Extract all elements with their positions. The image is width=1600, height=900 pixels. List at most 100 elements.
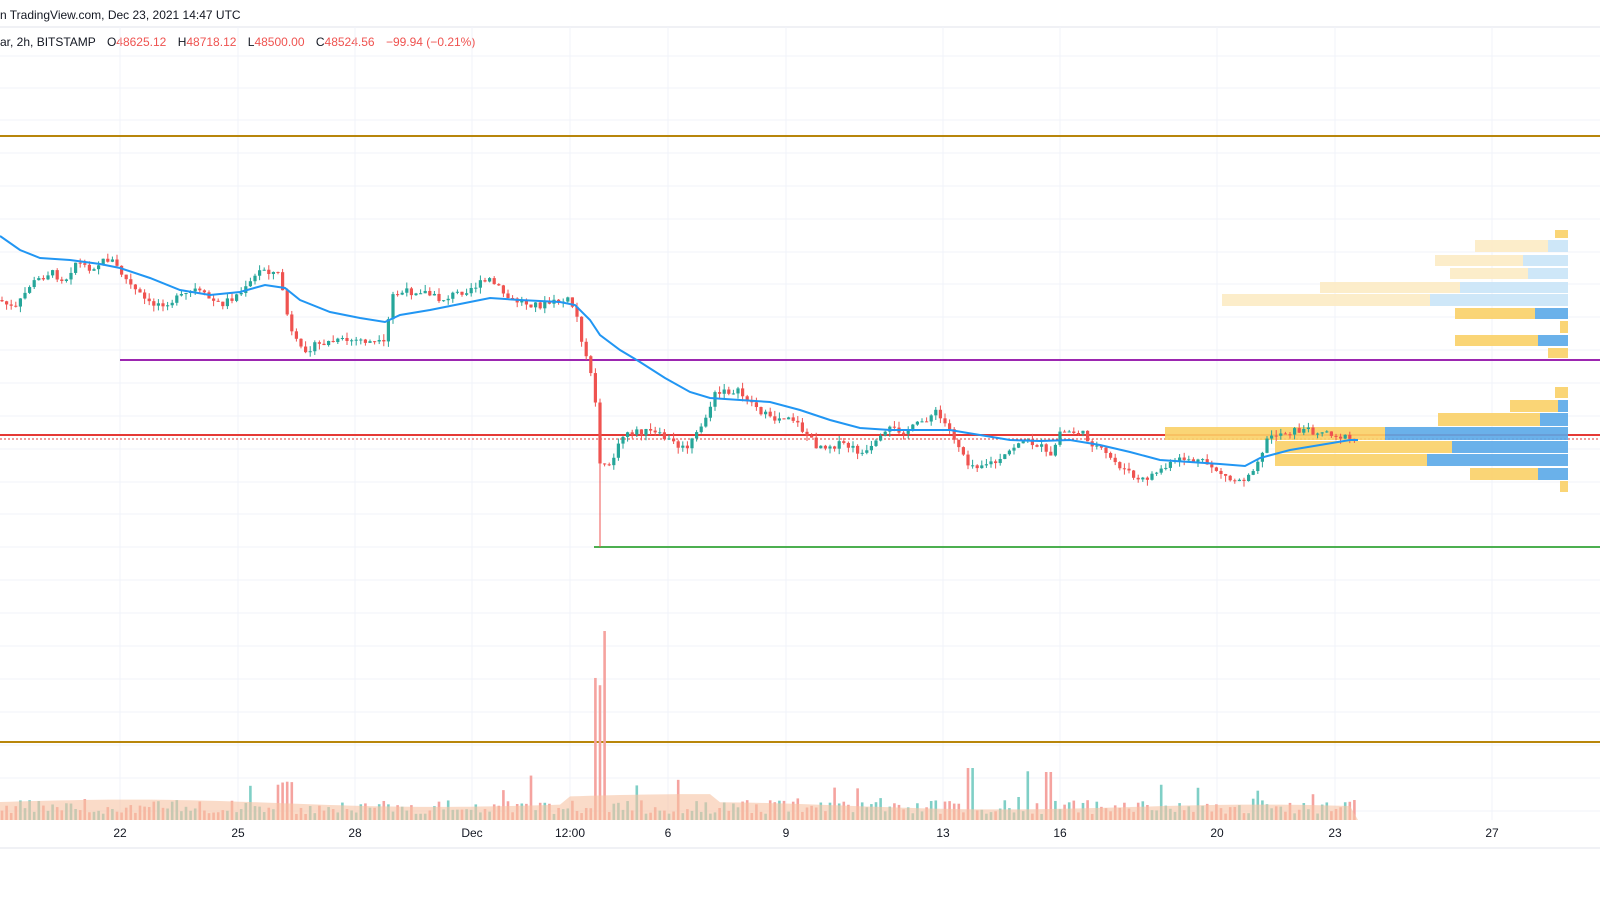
candle-body [971,465,975,467]
candle-body [428,290,432,296]
candle-body [1320,432,1324,434]
symbol-label: ar, 2h, BITSTAMP [0,35,96,49]
candle-body [460,291,464,295]
candle-body [170,302,174,306]
x-axis-tick-label: 22 [113,826,127,840]
candle-body [1233,480,1237,482]
candle-body [1302,429,1306,433]
candle-body [584,341,588,357]
candle-body [1237,479,1241,482]
candle-body [97,265,101,270]
candle-body [469,287,473,294]
chart-header: n TradingView.com, Dec 23, 2021 14:47 UT… [0,0,1600,30]
candle-body [869,445,873,451]
candle-body [1256,461,1260,472]
candle-body [161,303,165,307]
volume-bar [502,790,505,820]
volume-profile-bar [1555,230,1568,238]
volume-bar [971,768,974,820]
candle-body [1334,435,1338,437]
candle-body [695,432,699,439]
candle-body [616,443,620,458]
candle-body [101,258,105,266]
candle-body [538,302,542,309]
volume-profile-bar [1548,348,1568,358]
candle-body [1196,459,1200,462]
volume-bar [1017,796,1020,820]
volume-profile [1165,230,1568,492]
moving-average-line [0,235,1358,468]
attribution-text: n TradingView.com, Dec 23, 2021 14:47 UT… [0,8,241,22]
candle-body [474,287,478,289]
candle-body [267,269,271,275]
candle-body [520,300,524,303]
candle-body [718,392,722,394]
candle-body [133,284,137,290]
candle-body [308,351,312,353]
volume-profile-bar [1435,255,1523,266]
candle-body [1316,433,1320,435]
candle-body [860,452,864,454]
candle-body [1012,447,1016,451]
candle-body [984,464,988,466]
candle-body [1076,433,1080,435]
candle-body [281,272,285,291]
candle-body [5,301,9,305]
volume-profile-bar [1320,282,1460,293]
candle-body [419,293,423,295]
high-label: H [177,35,187,49]
x-axis-tick-label: 25 [231,826,245,840]
volume-profile-bar [1528,268,1568,279]
candle-body [248,281,252,287]
candle-body [1095,445,1099,447]
candle-body [713,392,717,407]
candle-body [106,258,110,262]
candle-body [892,426,896,428]
candle-body [276,271,280,273]
candle-body [55,270,59,280]
volume-profile-bar [1548,240,1568,252]
candle-body [1339,436,1343,439]
candle-body [1178,457,1182,461]
candle-body [405,288,409,293]
candle-body [1127,468,1131,471]
candle-body [662,432,666,440]
candle-body [1035,445,1039,447]
volume-profile-bar [1275,441,1452,453]
candle-body [1311,427,1315,435]
candle-body [1201,459,1205,461]
candle-body [1118,462,1122,469]
volume-profile-bar [1455,335,1538,346]
candle-body [1145,477,1149,480]
candle-body [1348,434,1352,439]
candle-body [115,259,119,266]
candle-body [74,262,78,273]
volume-bar [1049,772,1053,820]
candle-body [28,287,32,293]
candle-body [1168,461,1172,468]
candle-body [313,342,317,352]
candle-body [363,339,367,343]
candle-body [994,461,998,464]
volume-profile-bar [1450,268,1528,279]
volume-profile-bar [1438,413,1540,426]
candle-body [672,438,676,442]
candle-body [225,298,229,307]
candle-body [1099,445,1103,448]
candle-body [1040,444,1044,447]
candle-body [1122,468,1126,470]
candle-body [989,461,993,465]
candle-body [837,441,841,449]
candle-body [51,270,55,276]
volume-bar [1044,772,1048,820]
candle-body [1021,441,1025,444]
candle-body [791,417,795,421]
volume-profile-bar [1452,441,1568,453]
candle-body [212,298,216,301]
candle-body [221,301,225,307]
candle-body [883,431,887,436]
candle-body [230,298,234,301]
candle-body [120,265,124,275]
volume-bar [594,677,597,820]
